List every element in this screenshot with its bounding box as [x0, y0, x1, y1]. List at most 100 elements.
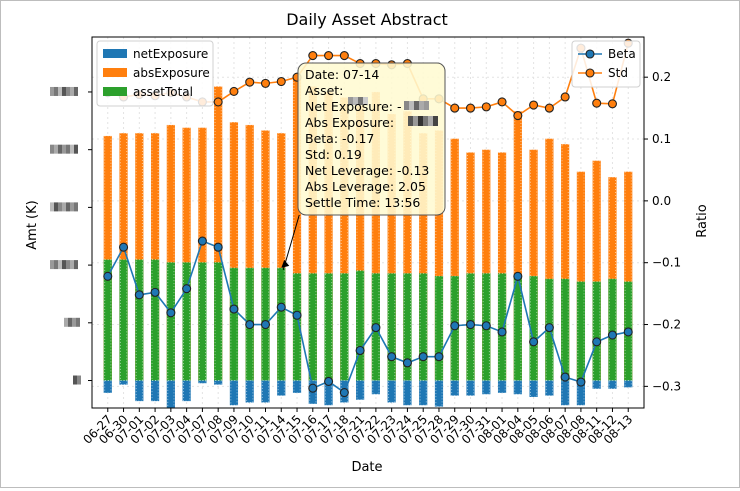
redacted-pixel	[54, 202, 58, 212]
absExposure-bar-texture	[183, 127, 191, 382]
right-tick-label: −0.3	[652, 379, 681, 393]
legend-label: Std	[608, 66, 628, 80]
netExposure-bar-texture	[277, 380, 285, 397]
redacted-pixel	[77, 375, 81, 385]
netExposure-bar	[245, 380, 254, 403]
absExposure-bar	[545, 138, 554, 381]
redacted-pixel	[50, 202, 54, 212]
chart-title: Daily Asset Abstract	[286, 10, 448, 29]
assetTotal-bar-texture	[167, 261, 175, 382]
right-tick-label: 0.1	[652, 132, 671, 146]
right-tick-label: 0.0	[652, 194, 671, 208]
redacted-pixel	[50, 260, 54, 270]
netExposure-bar-texture	[198, 380, 207, 384]
redacted-pixel	[409, 101, 414, 110]
assetTotal-bar	[198, 262, 207, 381]
std-point	[229, 86, 239, 96]
absExposure-bar	[277, 133, 286, 381]
beta-point	[387, 352, 397, 362]
netExposure-bar-texture	[451, 380, 459, 397]
absExposure-bar	[182, 127, 191, 381]
assetTotal-bar	[150, 259, 160, 381]
beta-point	[134, 290, 144, 300]
beta-point	[434, 352, 444, 362]
redacted-pixel	[419, 101, 424, 110]
redacted-pixel	[54, 144, 58, 154]
redacted-pixel	[68, 317, 72, 327]
netExposure-bar-texture	[593, 380, 601, 390]
assetTotal-bar-texture	[198, 261, 207, 382]
y-axis-left-label: Amt (K)	[25, 200, 40, 249]
redacted-pixel	[58, 202, 62, 212]
std-point	[560, 92, 570, 102]
assetTotal-bar-texture	[482, 272, 490, 382]
beta-point	[103, 271, 113, 281]
netExposure-bar	[371, 380, 380, 395]
redacted-pixel	[414, 101, 419, 110]
beta-point	[513, 271, 523, 281]
x-axis-label: Date	[351, 460, 382, 475]
right-tick-label: 0.2	[652, 70, 671, 84]
std-point	[324, 50, 334, 61]
redacted-pixel	[428, 116, 433, 126]
redacted-pixel	[348, 97, 353, 105]
std-point	[245, 77, 255, 87]
absExposure-bar	[229, 122, 239, 381]
assetTotal-bar-texture	[183, 261, 191, 382]
redacted-pixel	[363, 97, 368, 105]
bars-layer	[103, 74, 633, 409]
legend-swatch	[103, 49, 127, 58]
netExposure-bar-texture	[624, 380, 632, 388]
assetTotal-bar-texture	[608, 278, 617, 382]
netExposure-bar-texture	[482, 380, 490, 395]
redacted-pixel	[62, 202, 66, 212]
absExposure-bar	[624, 171, 633, 381]
assetTotal-bar-texture	[214, 261, 222, 382]
tooltip-line: Date: 07-14	[305, 67, 379, 82]
netExposure-bar	[403, 380, 412, 406]
redacted-pixel	[54, 260, 58, 270]
std-point	[497, 97, 507, 107]
absExposure-bar	[419, 133, 428, 381]
absExposure-bar	[576, 171, 586, 381]
assetTotal-bar	[434, 276, 444, 381]
redacted-pixel	[62, 144, 66, 154]
tooltip-redacted	[348, 97, 368, 105]
assetTotal-bar	[387, 273, 396, 381]
absExposure-bar	[324, 91, 333, 381]
beta-point	[576, 377, 586, 387]
beta-point	[592, 337, 602, 347]
absExposure-bar	[103, 135, 112, 381]
beta-point	[324, 376, 334, 386]
redacted-pixel	[358, 97, 363, 105]
assetTotal-bar-texture	[561, 278, 569, 382]
redacted-pixel	[66, 260, 70, 270]
redacted-pixel	[73, 375, 77, 385]
netExposure-bar	[119, 380, 128, 385]
redacted-pixel	[70, 260, 74, 270]
redacted-pixel	[54, 86, 58, 96]
beta-point	[166, 308, 176, 318]
redacted-pixel	[70, 144, 74, 154]
right-tick-label: −0.1	[652, 256, 681, 270]
absExposure-bar	[497, 152, 507, 381]
legend-label: assetTotal	[133, 85, 193, 99]
absExposure-bar	[466, 152, 475, 381]
assetTotal-bar	[229, 267, 239, 381]
beta-point	[150, 287, 160, 297]
std-point	[276, 76, 286, 87]
left-tick-label-redacted	[73, 375, 81, 385]
assetTotal-bar-texture	[309, 272, 317, 382]
netExposure-bar	[103, 380, 112, 393]
netExposure-bar	[214, 380, 223, 385]
beta-point	[529, 337, 539, 347]
absExposure-bar-texture	[451, 138, 459, 382]
netExposure-bar	[576, 380, 586, 406]
absExposure-bar-texture	[608, 176, 617, 382]
absExposure-bar-texture	[151, 132, 159, 382]
beta-point	[276, 302, 286, 312]
assetTotal-bar-texture	[451, 275, 459, 382]
std-point	[339, 50, 349, 61]
beta-point	[308, 383, 318, 393]
tooltip-line: Beta: -0.17	[305, 131, 374, 146]
